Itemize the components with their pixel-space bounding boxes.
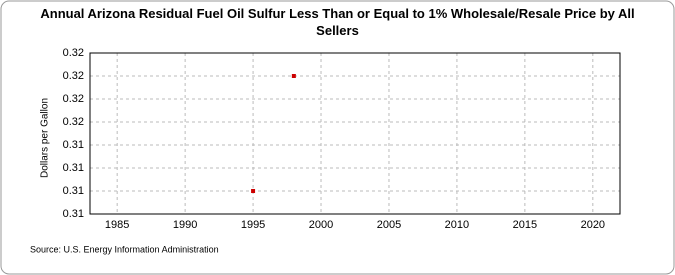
source: Source: U.S. Energy Information Administ… — [30, 244, 219, 254]
x-tick-label: 2005 — [377, 219, 401, 231]
y-tick-label: 0.32 — [63, 116, 84, 128]
plot-area — [89, 52, 621, 215]
y-tick-label: 0.32 — [63, 93, 84, 105]
x-tick-label: 1990 — [173, 219, 197, 231]
point — [291, 74, 296, 78]
y-tick-label: 0.31 — [63, 185, 84, 197]
y-tick-label: 0.32 — [63, 47, 84, 59]
point — [251, 189, 256, 193]
chart-title: Annual Arizona Residual Fuel Oil Sulfur … — [40, 6, 635, 38]
y-tick-label: 0.31 — [63, 139, 84, 151]
x-tick-label: 2000 — [309, 219, 333, 231]
y-axis-label: Dollars per Gallon — [40, 98, 51, 178]
y-tick-label: 0.31 — [63, 162, 84, 174]
y-tick-label: 0.32 — [63, 70, 84, 82]
x-tick-label: 1985 — [105, 219, 129, 231]
y-tick-label: 0.31 — [63, 208, 84, 220]
x-tick-label: 2020 — [581, 219, 605, 231]
x-tick-label: 2015 — [513, 219, 537, 231]
x-tick-label: 1995 — [241, 219, 265, 231]
x-tick-label: 2010 — [445, 219, 469, 231]
